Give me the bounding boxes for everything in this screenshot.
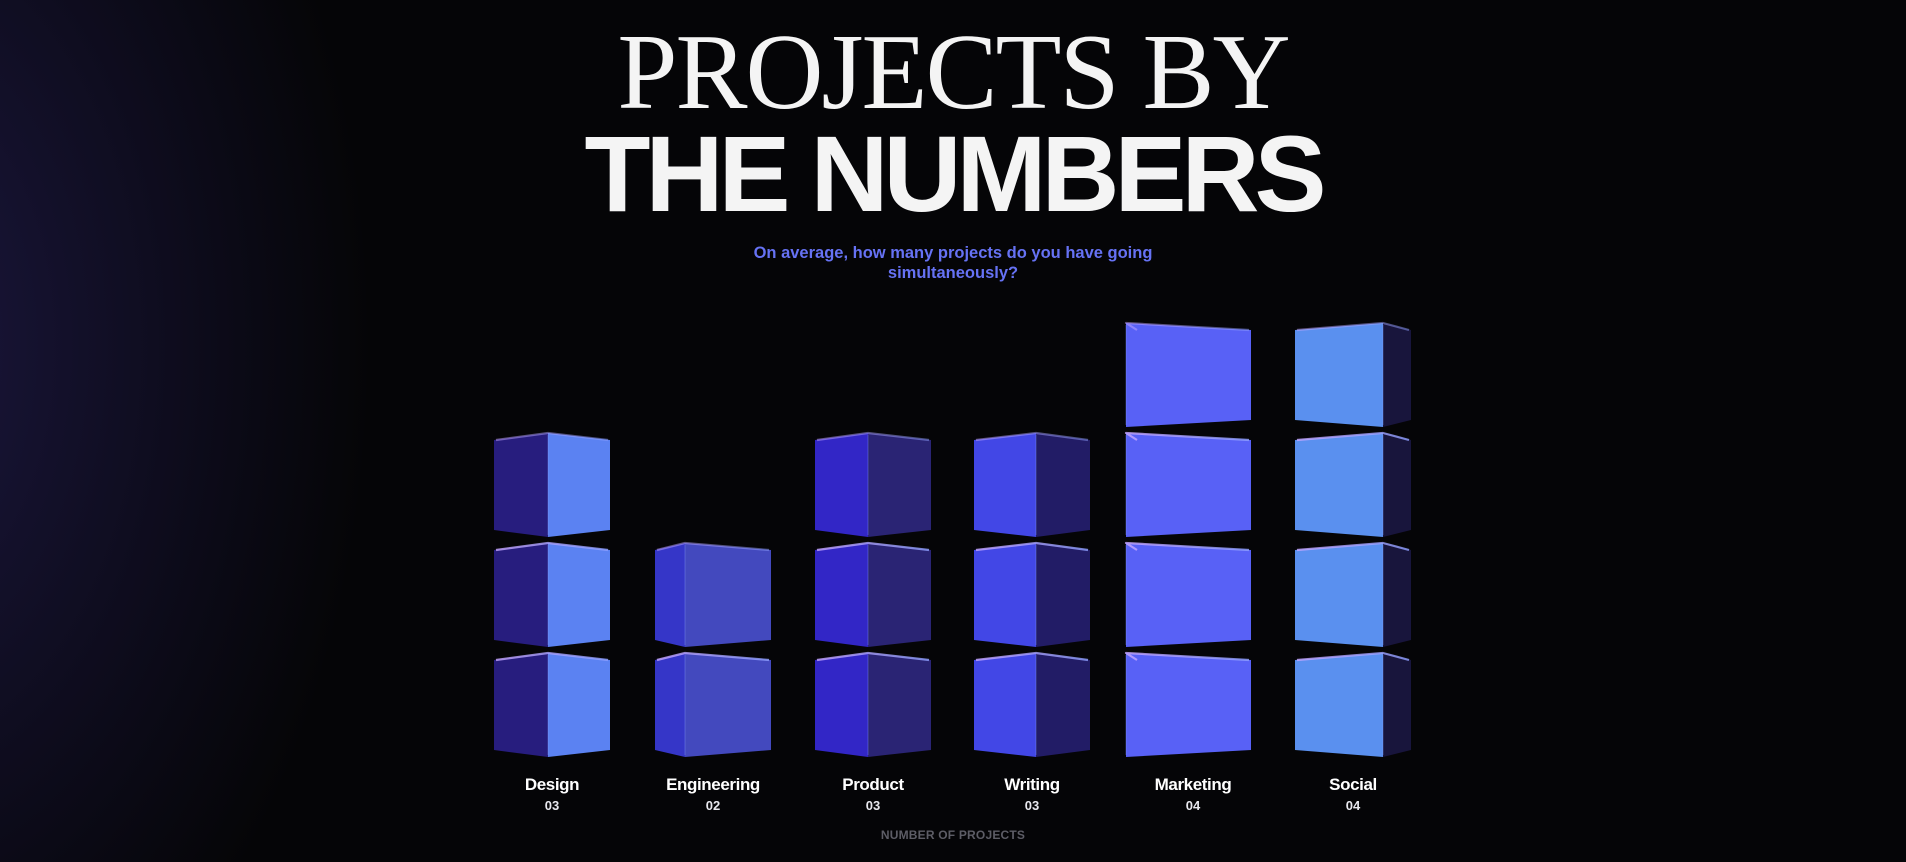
bar-writing: Writing 03 (974, 431, 1090, 813)
category-label: Design (525, 775, 579, 794)
bar-cube (815, 431, 931, 537)
bar-cube (974, 431, 1090, 537)
bar-cube (1295, 541, 1411, 647)
category-label: Engineering (666, 775, 760, 794)
bar-cube (494, 651, 610, 757)
bar-cube (1295, 431, 1411, 537)
title-line-1: PROJECTS BY (617, 13, 1290, 132)
category-label: Social (1329, 775, 1377, 794)
bar-cube (1124, 541, 1251, 647)
category-label: Writing (1004, 775, 1059, 794)
bar-marketing: Marketing 04 (1124, 321, 1251, 813)
title-line-2: THE NUMBERS (584, 113, 1326, 234)
bar-cube (494, 431, 610, 537)
bar-cube (815, 651, 931, 757)
value-label: 04 (1346, 798, 1361, 813)
bar-cube (1295, 651, 1411, 757)
bar-cube (1124, 651, 1251, 757)
bar-design: Design 03 (494, 431, 610, 813)
bar-cube (974, 651, 1090, 757)
chart-question: On average, how many projects do you hav… (703, 243, 1203, 283)
chart-question-line-2: simultaneously? (887, 264, 1019, 282)
bar-cube (494, 541, 610, 647)
bar-cube (1124, 321, 1251, 427)
bar-cube (1295, 321, 1411, 427)
bar-product: Product 03 (815, 431, 931, 813)
value-label: 03 (545, 798, 559, 813)
value-label: 03 (1025, 798, 1039, 813)
bar-engineering: Engineering 02 (655, 541, 771, 813)
bar-cube (974, 541, 1090, 647)
bar-cube (815, 541, 931, 647)
category-label: Marketing (1155, 775, 1232, 794)
value-label: 04 (1186, 798, 1201, 813)
bar-cube (655, 651, 771, 757)
value-label: 03 (866, 798, 880, 813)
bar-social: Social 04 (1295, 321, 1411, 813)
bar-cube (655, 541, 771, 647)
chart-question-line-1: On average, how many projects do you hav… (753, 244, 1153, 262)
category-label: Product (842, 775, 904, 794)
x-axis-label: NUMBER OF PROJECTS (880, 828, 1026, 842)
bar-cube (1124, 431, 1251, 537)
value-label: 02 (706, 798, 720, 813)
